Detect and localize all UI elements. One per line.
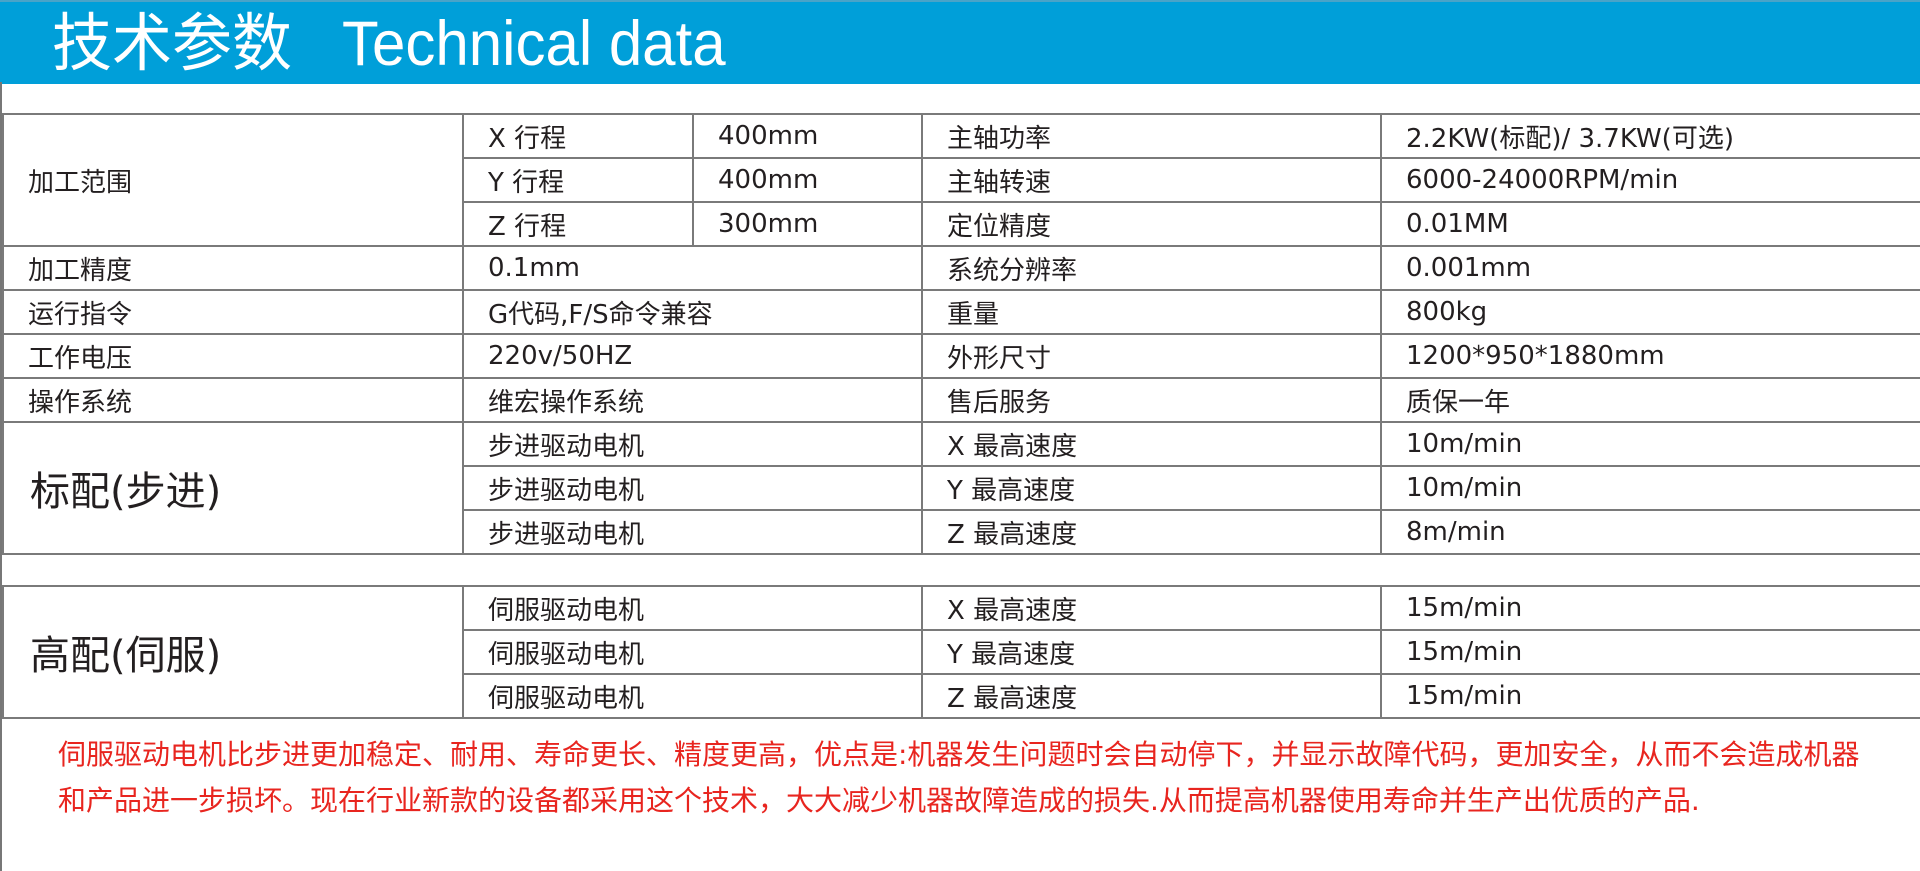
param-value: 8m/min — [1380, 509, 1920, 555]
param-label: X 最高速度 — [921, 421, 1382, 467]
param-label: 外形尺寸 — [921, 333, 1382, 379]
row-value: G代码,F/S命令兼容 — [462, 289, 923, 335]
table-row: 步进驱动电机 Y 最高速度 10m/min — [3, 465, 1920, 511]
row-label: 加工精度 — [2, 245, 464, 291]
param-value: 0.001mm — [1380, 245, 1920, 291]
table-row: 伺服驱动电机 Y 最高速度 15m/min — [3, 629, 1920, 675]
motor: 步进驱动电机 — [462, 509, 923, 555]
param-label: Z 最高速度 — [921, 509, 1382, 555]
param-value: 15m/min — [1380, 673, 1920, 719]
row-label: 操作系统 — [2, 377, 464, 423]
param-value: 800kg — [1380, 289, 1920, 335]
row-value: 维宏操作系统 — [462, 377, 923, 423]
param-value: 15m/min — [1380, 629, 1920, 675]
table-row: 工作电压 220v/50HZ 外形尺寸 1200*950*1880mm — [2, 333, 1920, 379]
param-value: 6000-24000RPM/min — [1380, 157, 1920, 203]
param-label: 定位精度 — [921, 201, 1382, 247]
servo-note: 伺服驱动电机比步进更加稳定、耐用、寿命更长、精度更高，优点是:机器发生问题时会自… — [58, 738, 1860, 817]
param-label: X 最高速度 — [921, 585, 1382, 631]
config-label: 标配(步进) — [2, 421, 464, 555]
spec-table: 加工范围 X 行程 400mm 主轴功率 2.2KW(标配)/ 3.7KW(可选… — [2, 113, 1920, 555]
row-label: 加工范围 — [2, 113, 464, 247]
axis-label: Y 行程 — [462, 157, 694, 203]
motor: 伺服驱动电机 — [462, 673, 923, 719]
param-value: 15m/min — [1380, 585, 1920, 631]
table-row: Z 行程 300mm 定位精度 0.01MM — [3, 201, 1920, 247]
row-value: 220v/50HZ — [462, 333, 923, 379]
motor: 伺服驱动电机 — [462, 629, 923, 675]
axis-label: X 行程 — [462, 113, 694, 159]
param-label: 系统分辨率 — [921, 245, 1382, 291]
table-row: 加工精度 0.1mm 系统分辨率 0.001mm — [2, 245, 1920, 291]
row-label: 运行指令 — [2, 289, 464, 335]
param-label: 售后服务 — [921, 377, 1382, 423]
row-label: 工作电压 — [2, 333, 464, 379]
param-label: 主轴转速 — [921, 157, 1382, 203]
table-row: 标配(步进) 步进驱动电机 X 最高速度 10m/min — [2, 421, 1920, 555]
axis-value: 400mm — [692, 157, 923, 203]
servo-table: 高配(伺服) 伺服驱动电机 X 最高速度 15m/min 伺服驱动电机 Y 最高… — [2, 585, 1920, 719]
header-banner: 技术参数 Technical data — [0, 0, 1920, 84]
param-value: 0.01MM — [1380, 201, 1920, 247]
param-label: Z 最高速度 — [921, 673, 1382, 719]
page-title: 技术参数 Technical data — [52, 8, 726, 79]
table-row: 高配(伺服) 伺服驱动电机 X 最高速度 15m/min — [2, 585, 1920, 719]
param-label: Y 最高速度 — [921, 465, 1382, 511]
param-value: 质保一年 — [1380, 377, 1920, 423]
param-value: 1200*950*1880mm — [1380, 333, 1920, 379]
motor: 伺服驱动电机 — [462, 585, 923, 631]
param-value: 2.2KW(标配)/ 3.7KW(可选) — [1380, 113, 1920, 159]
param-value: 10m/min — [1380, 421, 1920, 467]
table-row: 步进驱动电机 Z 最高速度 8m/min — [3, 509, 1920, 555]
axis-value: 400mm — [692, 113, 923, 159]
motor: 步进驱动电机 — [462, 465, 923, 511]
axis-label: Z 行程 — [462, 201, 694, 247]
motor: 步进驱动电机 — [462, 421, 923, 467]
table-row: 运行指令 G代码,F/S命令兼容 重量 800kg — [2, 289, 1920, 335]
row-value: 0.1mm — [462, 245, 923, 291]
config-label: 高配(伺服) — [2, 585, 464, 719]
param-label: 重量 — [921, 289, 1382, 335]
left-border — [0, 82, 2, 871]
param-label: 主轴功率 — [921, 113, 1382, 159]
param-label: Y 最高速度 — [921, 629, 1382, 675]
table-row: 加工范围 X 行程 400mm 主轴功率 2.2KW(标配)/ 3.7KW(可选… — [2, 113, 1920, 247]
table-row: 伺服驱动电机 Z 最高速度 15m/min — [3, 673, 1920, 719]
table-row: 操作系统 维宏操作系统 售后服务 质保一年 — [2, 377, 1920, 423]
axis-value: 300mm — [692, 201, 923, 247]
param-value: 10m/min — [1380, 465, 1920, 511]
